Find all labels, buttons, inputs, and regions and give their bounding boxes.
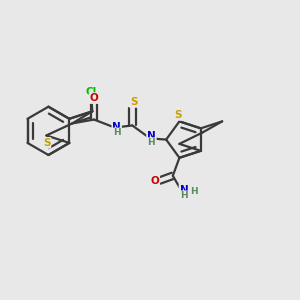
Text: S: S <box>43 138 50 148</box>
Text: S: S <box>130 97 137 107</box>
Text: H: H <box>180 191 188 200</box>
Text: N: N <box>112 122 121 132</box>
Text: N: N <box>147 131 156 141</box>
Text: O: O <box>151 176 159 186</box>
Text: H: H <box>148 138 155 147</box>
Text: H: H <box>190 187 197 196</box>
Text: N: N <box>179 185 188 195</box>
Text: Cl: Cl <box>86 87 97 97</box>
Text: O: O <box>90 93 98 103</box>
Text: H: H <box>113 128 121 137</box>
Text: S: S <box>174 110 182 120</box>
